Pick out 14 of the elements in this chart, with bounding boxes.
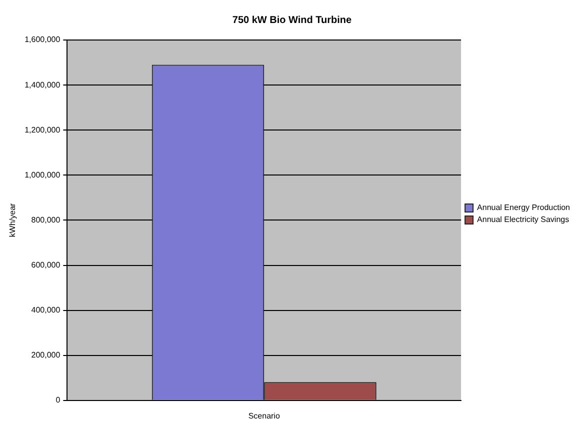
y-tick-label: 400,000 xyxy=(31,306,61,315)
y-tick-label: 200,000 xyxy=(31,350,61,360)
legend-label: Annual Energy Production xyxy=(477,203,570,212)
y-tick-label: 0 xyxy=(56,396,61,405)
y-tick-label: 1,400,000 xyxy=(24,80,61,90)
y-tick-label: 1,200,000 xyxy=(24,125,61,134)
y-tick-label: 1,000,000 xyxy=(24,170,61,180)
y-tick-label: 600,000 xyxy=(31,260,61,270)
y-tick-label: 800,000 xyxy=(31,215,61,224)
y-tick-label: 1,600,000 xyxy=(24,35,61,44)
y-axis-title: kWh/year xyxy=(8,202,18,238)
x-tick-label: Scenario xyxy=(248,411,280,420)
legend-label: Annual Electricity Savings xyxy=(477,215,570,224)
chart-title: 750 kW Bio Wind Turbine xyxy=(232,14,352,26)
